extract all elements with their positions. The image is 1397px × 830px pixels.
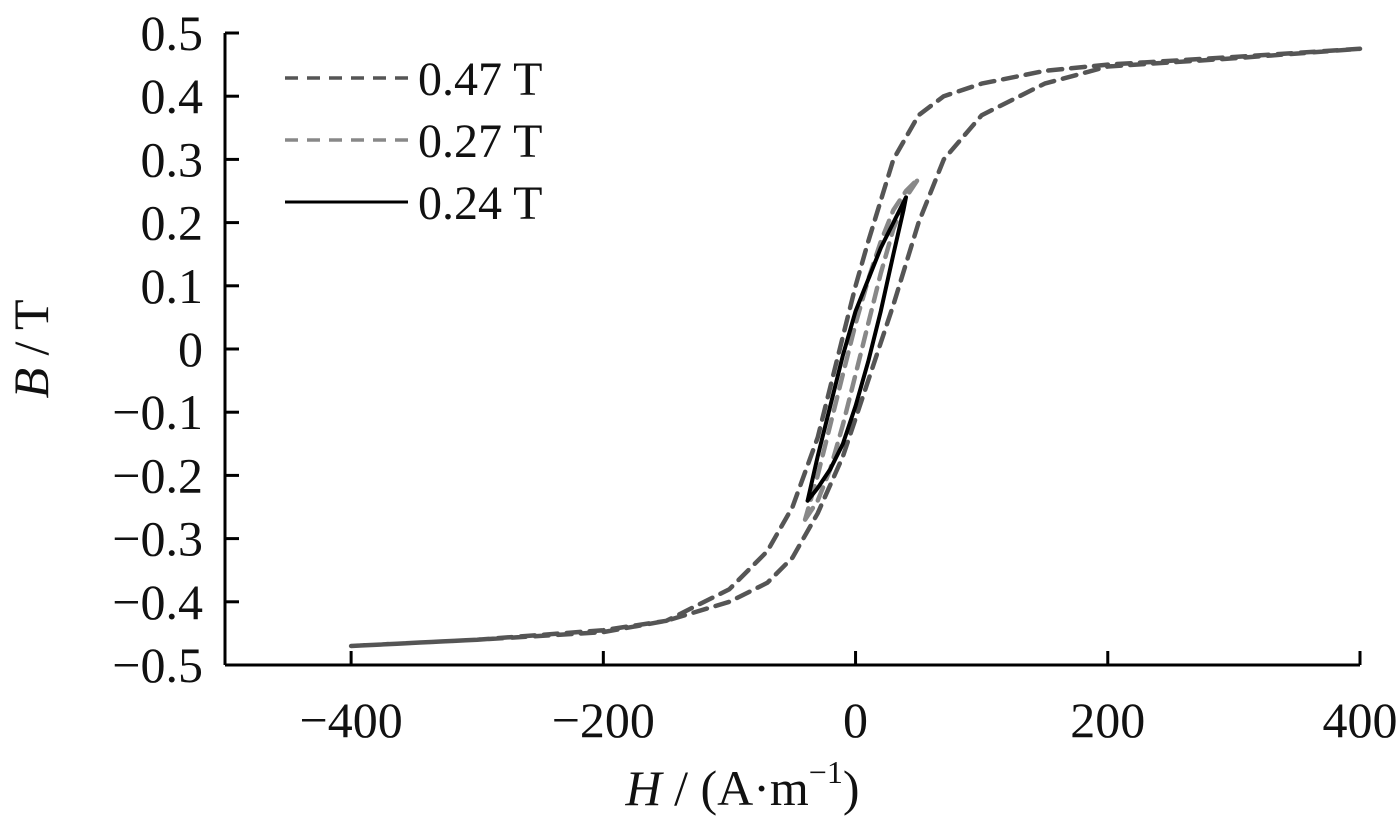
y-tick-label: 0.4 xyxy=(141,68,204,124)
x-axis-unit-prefix: / (A·m xyxy=(662,760,809,816)
x-tick-label: −200 xyxy=(552,692,655,748)
x-tick-label: −400 xyxy=(300,692,403,748)
x-tick-label: 400 xyxy=(1323,692,1397,748)
x-tick-label: 200 xyxy=(1070,692,1145,748)
x-axis-unit-exponent: −1 xyxy=(809,754,843,790)
x-axis-symbol: H xyxy=(624,760,664,816)
y-tick-label: −0.1 xyxy=(112,384,203,440)
x-axis-unit-suffix: ) xyxy=(843,760,860,816)
x-axis-title: H / (A·m−1) xyxy=(624,754,859,816)
y-axis-unit: / T xyxy=(3,299,59,368)
y-axis-symbol: B xyxy=(3,368,59,399)
series-line-3 xyxy=(805,195,908,503)
y-tick-label: 0.5 xyxy=(141,5,204,61)
x-tick-label: 0 xyxy=(843,692,868,748)
y-tick-label: −0.5 xyxy=(112,637,203,693)
y-tick-label: −0.2 xyxy=(112,447,203,503)
y-tick-label: 0.2 xyxy=(141,195,204,251)
axes xyxy=(223,33,1360,667)
y-axis-title: B / T xyxy=(3,299,59,398)
series-line-2 xyxy=(802,176,921,522)
y-tick-label: 0.3 xyxy=(141,131,204,187)
legend-label-2: 0.27 T xyxy=(418,115,542,168)
y-tick-label: 0 xyxy=(178,321,203,377)
legend-label-1: 0.47 T xyxy=(418,53,542,106)
y-tick-label: −0.3 xyxy=(112,511,203,567)
legend-label-3: 0.24 T xyxy=(418,177,542,230)
y-tick-label: −0.4 xyxy=(112,574,203,630)
y-tick-label: 0.1 xyxy=(141,258,204,314)
series-line-1 xyxy=(348,46,1363,649)
series-layer xyxy=(348,46,1363,649)
legend: 0.47 T 0.27 T 0.24 T xyxy=(285,53,542,230)
ticks: 0.5 0.4 0.3 0.2 0.1 0 −0.1 −0.2 −0.3 −0.4 −0.5 −400… xyxy=(112,5,1397,748)
